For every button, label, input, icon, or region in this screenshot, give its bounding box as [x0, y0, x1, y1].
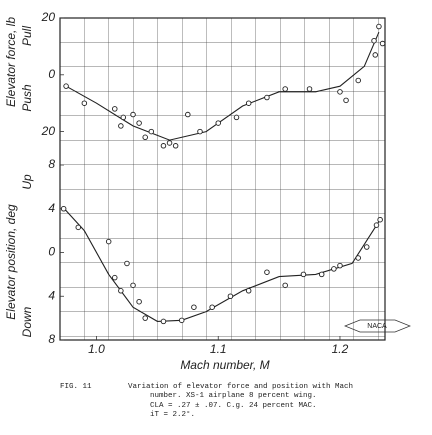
y-tick-label: 20	[41, 10, 56, 24]
data-point	[130, 111, 136, 118]
data-point	[282, 282, 288, 289]
y-tick-label: 8	[48, 157, 55, 171]
caption: iT = 2.2°.	[150, 410, 195, 419]
data-point	[172, 143, 179, 149]
data-point	[60, 205, 67, 212]
y-sub: Up	[20, 174, 34, 190]
y-tick-label: 8	[48, 332, 55, 346]
data-point	[300, 271, 307, 278]
data-point	[264, 269, 270, 275]
caption: Variation of elevator force and position…	[128, 383, 353, 391]
data-point	[81, 100, 88, 106]
data-point	[233, 114, 240, 121]
data-point	[118, 288, 124, 294]
data-point	[245, 288, 252, 294]
data-point	[264, 94, 270, 101]
data-point	[136, 120, 142, 126]
data-point	[209, 304, 215, 310]
caption: number. XS-1 airplane 8 percent wing.	[150, 392, 317, 400]
data-point	[318, 271, 325, 278]
data-point	[120, 114, 127, 121]
data-point	[124, 260, 130, 267]
caption-fig: FIG. 11	[60, 383, 92, 391]
data-point	[112, 274, 118, 281]
data-point	[75, 224, 82, 231]
data-point	[191, 304, 197, 310]
data-point	[215, 120, 221, 126]
data-point	[363, 244, 370, 250]
data-point	[105, 238, 112, 245]
data-point	[197, 128, 203, 135]
data-point	[227, 293, 234, 300]
data-point	[63, 83, 69, 89]
data-point	[160, 318, 167, 325]
y-tick-label: 4	[48, 201, 55, 215]
y-tick-label: 20	[41, 124, 56, 138]
data-point	[373, 222, 380, 228]
data-point	[160, 143, 167, 149]
data-point	[282, 86, 288, 92]
data-point	[306, 86, 313, 92]
data-point	[355, 77, 361, 84]
data-point	[355, 255, 361, 261]
data-point	[337, 262, 343, 269]
x-tick-label: 1.1	[210, 342, 227, 356]
data-point	[136, 298, 142, 305]
data-point	[377, 216, 383, 223]
data-point	[142, 315, 148, 321]
x-tick-label: 1.0	[88, 342, 105, 356]
x-title: Mach number, M	[180, 358, 269, 372]
naca-badge: NACA	[344, 319, 411, 333]
data-point	[185, 111, 191, 118]
caption: CLA = .27 ± .07. C.g. 24 percent MAC.	[150, 402, 317, 410]
data-point	[166, 140, 173, 146]
y-tick-label: 0	[48, 67, 55, 81]
y-sub: Push	[20, 84, 34, 112]
data-point	[118, 123, 124, 129]
data-point	[372, 52, 379, 58]
data-point	[112, 106, 118, 112]
data-point	[337, 89, 343, 95]
y-tick-label: 4	[48, 288, 55, 302]
data-point	[245, 100, 252, 106]
data-point	[371, 37, 377, 44]
y-sub: Down	[20, 306, 34, 337]
y-sub: Pull	[20, 26, 34, 46]
data-point	[376, 23, 382, 30]
y-tick-label: 0	[48, 245, 55, 259]
data-point	[343, 97, 349, 104]
data-point	[142, 134, 148, 141]
data-point	[331, 266, 337, 272]
y-title: Elevator position, deg	[4, 204, 18, 320]
data-point	[148, 128, 155, 135]
plot-frame	[59, 17, 386, 341]
x-tick-label: 1.2	[332, 342, 349, 356]
data-point	[130, 282, 136, 289]
data-point	[178, 317, 185, 324]
y-title: Elevator force, lb	[4, 17, 18, 107]
badge-text: NACA	[367, 323, 387, 330]
data-point	[379, 40, 386, 47]
